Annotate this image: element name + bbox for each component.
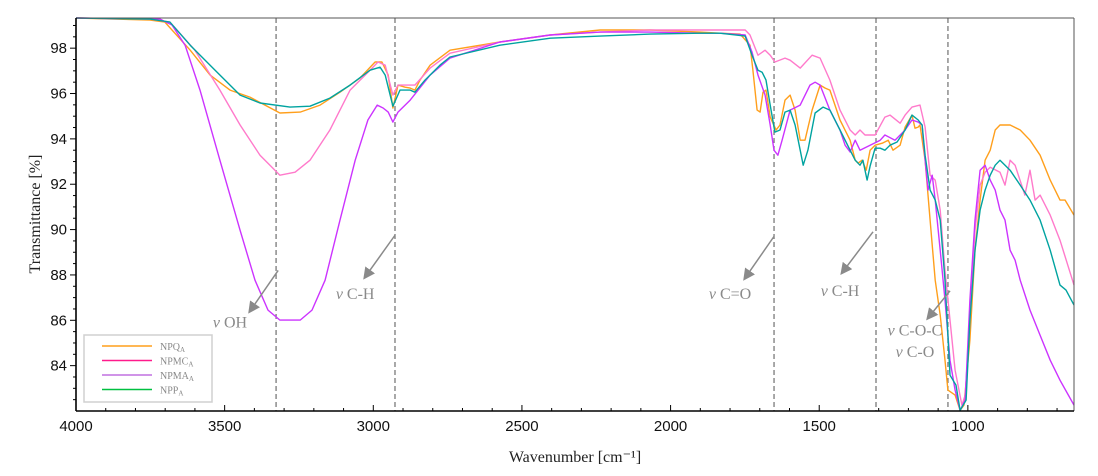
legend-name: NPMC [160,357,189,368]
series-lines [75,17,1075,411]
y-tick-label: 98 [50,40,67,57]
x-tick-label: 4000 [59,418,92,435]
annotation-text: C-O-C [895,322,943,339]
x-tick-label: 3500 [208,418,241,435]
annotation-arrow [363,234,396,280]
plot-frame [75,17,1075,412]
annotation-prefix: v [896,344,904,361]
legend-label: NPMCA [160,357,193,369]
legend-name: NPQ [160,342,181,353]
legend-name: NPP [160,386,179,397]
y-tick-label: 88 [50,267,67,284]
series-line-npmc [75,17,1075,406]
legend-label: NPMAA [160,371,194,383]
x-tick-label: 2500 [505,418,538,435]
x-axis-title: Wavenumber [cm⁻¹] [509,449,641,466]
annotation-text: C-O [903,344,935,361]
annotations: v OHv C-H v C=O v C-Hv C-O-Cv C-O [213,231,951,361]
annotation-arrow [248,269,279,314]
legend-subscript: A [180,346,185,354]
annotation-arrow [840,231,874,276]
y-tick-label: 92 [50,176,67,193]
y-tick-label: 84 [50,358,67,375]
legend-subscript: A [178,390,183,398]
axis-ticks: 4000 3500 3000 2500 2000 1500 1000 84 86 88 90 92 94… [50,24,1058,435]
legend-label: NPQA [160,342,185,354]
annotation-text: C-H [828,283,860,300]
legend-label: NPPA [160,386,183,398]
y-axis-title: Transmittance [%] [27,155,44,274]
y-tick-label: 90 [50,222,67,239]
annotation-label: v OH [213,315,248,332]
x-tick-label: 2000 [654,418,687,435]
annotation-prefix: v [336,286,344,303]
x-tick-label: 1000 [951,418,984,435]
annotation-label: v C-H [821,283,860,300]
annotation-text: OH [220,315,248,332]
legend-subscript: A [188,361,193,369]
y-tick-label: 94 [50,131,67,148]
legend-subscript: A [189,375,194,383]
annotation-prefix: v [709,286,717,303]
annotation-prefix: v [213,315,221,332]
annotation-text: C-H [343,286,375,303]
annotation-prefix: v [821,283,829,300]
annotation-label: v C-O-C [888,322,943,339]
x-tick-label: 3000 [357,418,390,435]
annotation-arrow [926,290,951,321]
y-tick-label: 96 [50,86,67,103]
legend-name: NPMA [160,371,190,382]
annotation-label: v C-O [896,344,935,361]
series-line-npma [75,17,1075,411]
annotation-label: v C=O [709,286,751,303]
annotation-label: v C-H [336,286,375,303]
annotation-prefix: v [888,322,896,339]
y-tick-label: 86 [50,312,67,329]
series-line-npp [75,17,1075,411]
annotation-arrow [743,235,775,281]
x-tick-label: 1500 [803,418,836,435]
annotation-text: C=O [716,286,751,303]
reference-lines [275,18,949,411]
